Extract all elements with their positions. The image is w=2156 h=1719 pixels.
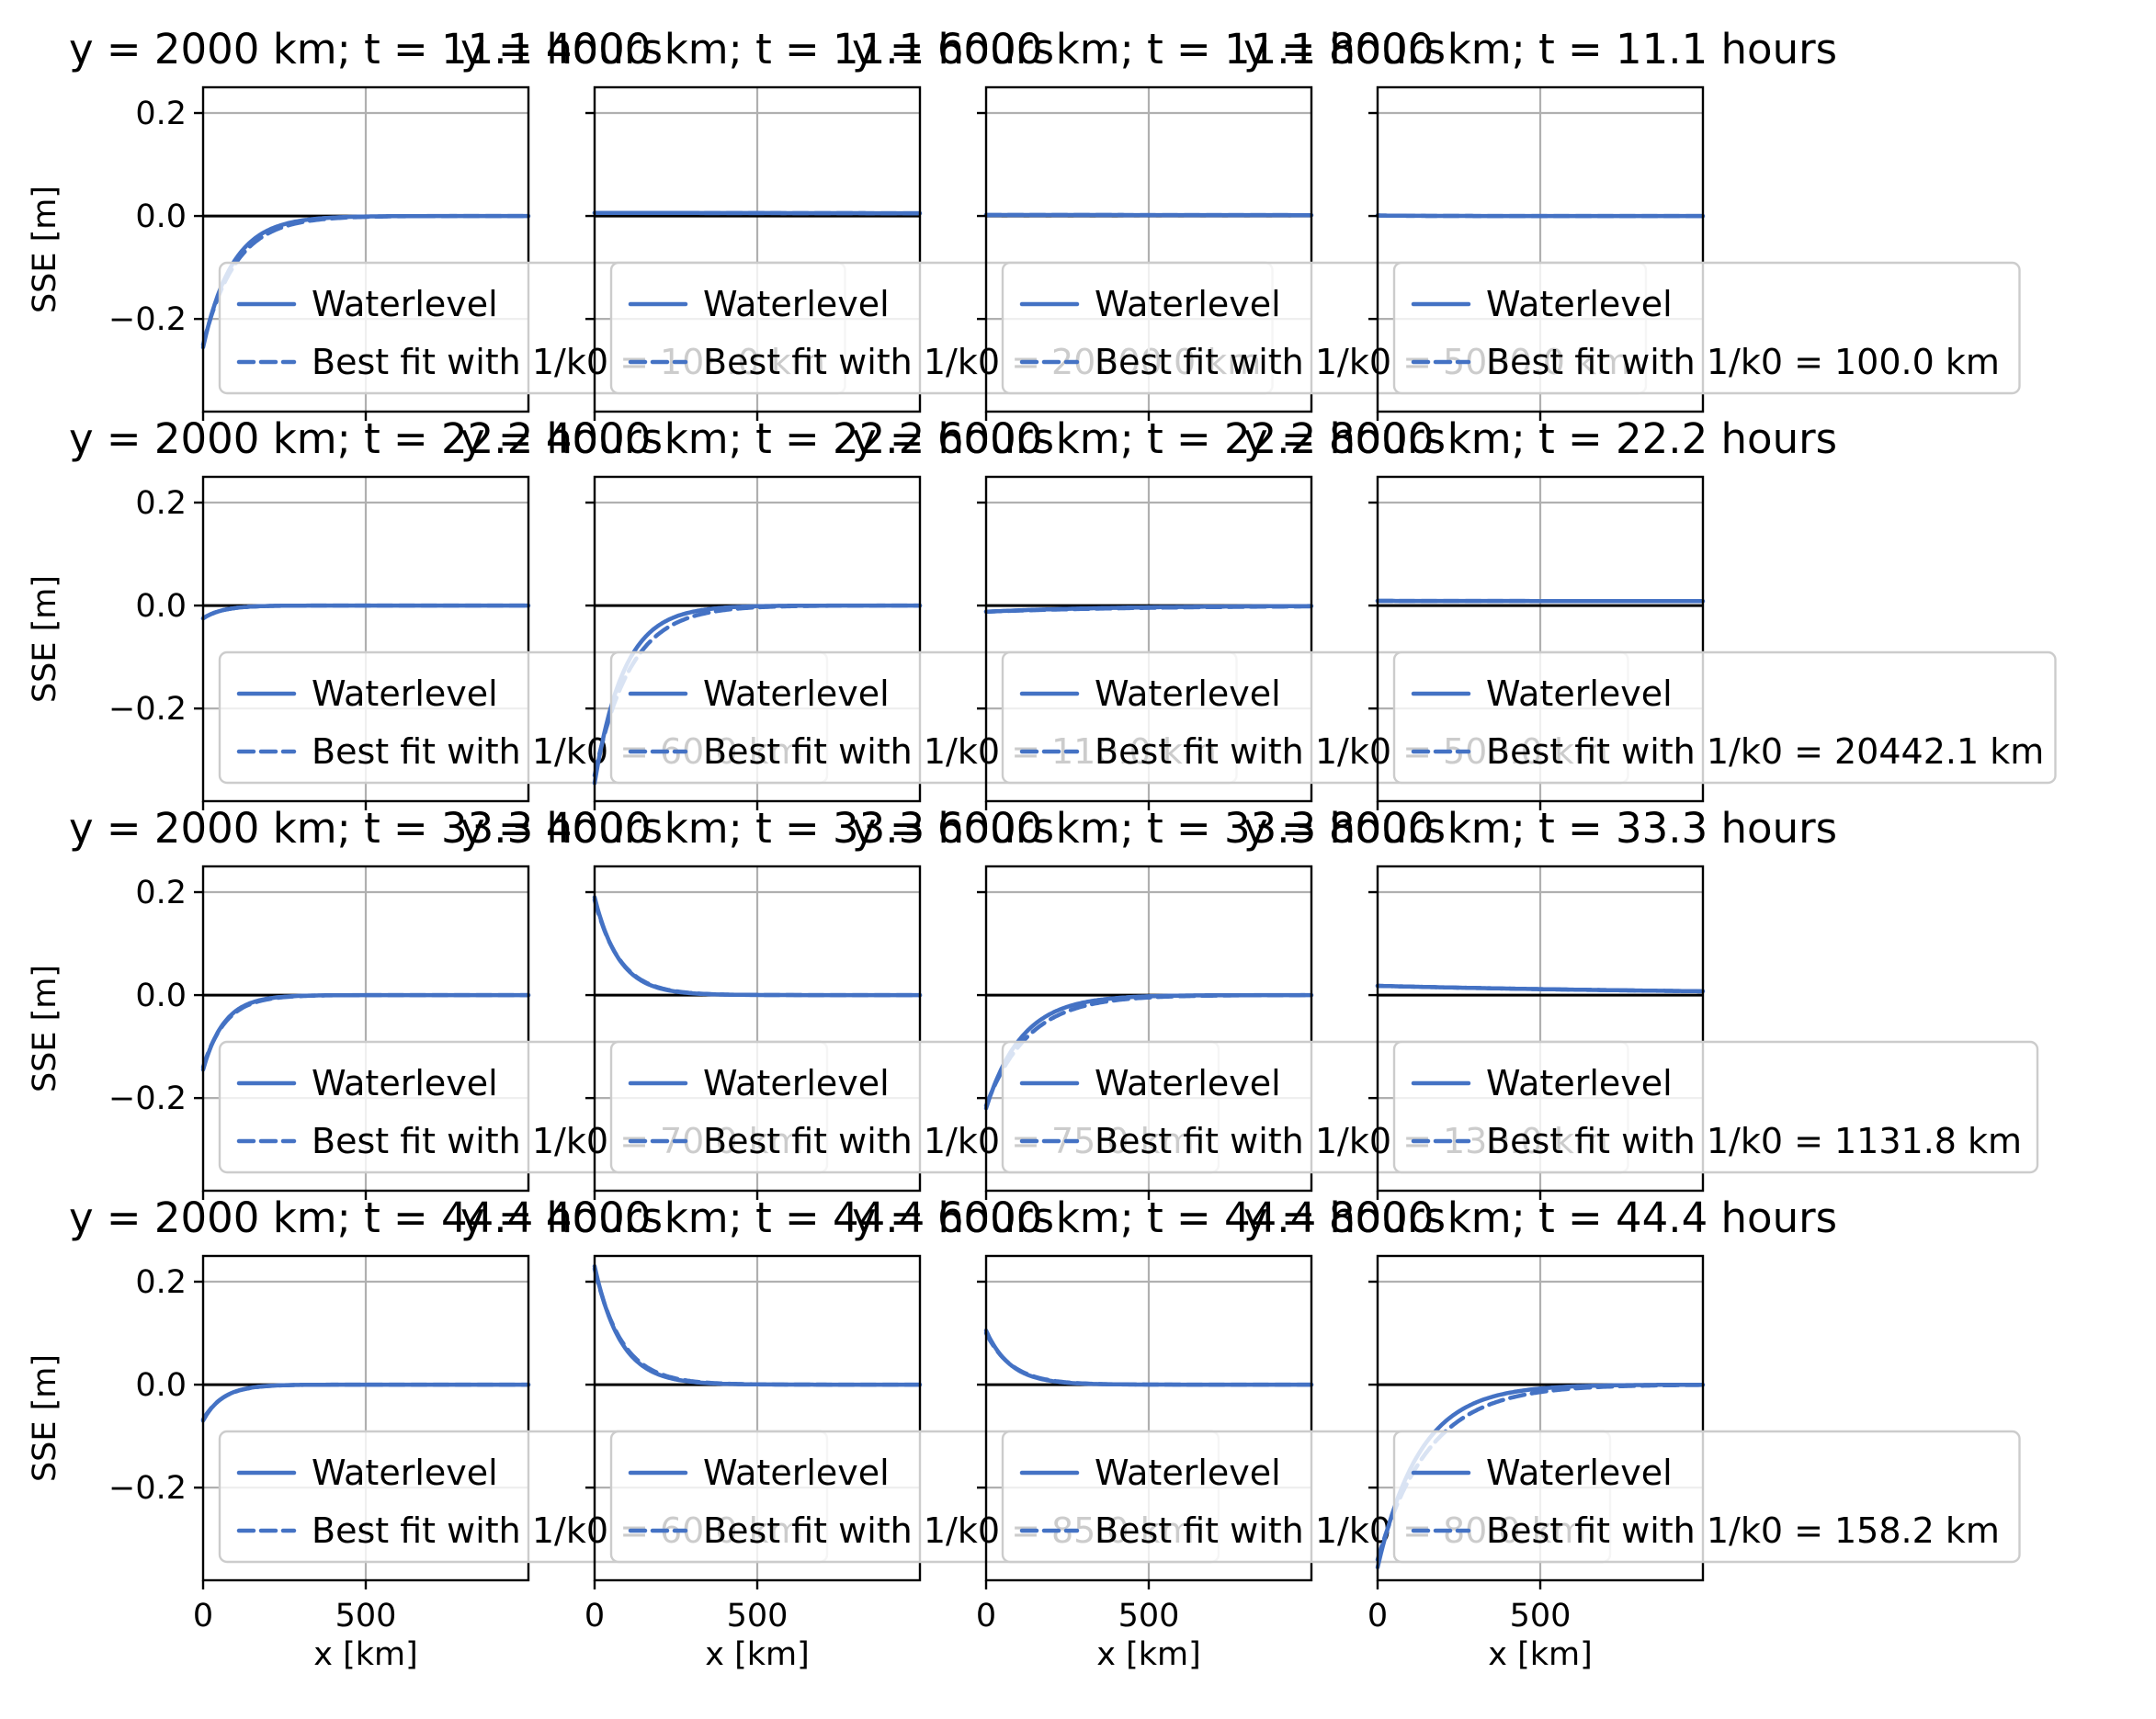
legend-label-waterlevel: Waterlevel xyxy=(703,673,890,714)
subplot-title: y = 8000 km; t = 11.1 hours xyxy=(1243,25,1837,74)
y-tick-label: 0.2 xyxy=(135,875,187,911)
best-fit-line xyxy=(200,992,531,1069)
x-tick-label: 0 xyxy=(193,1598,213,1634)
legend-label-waterlevel: Waterlevel xyxy=(1486,1453,1673,1493)
y-tick-label: 0.0 xyxy=(135,588,187,625)
legend-label-waterlevel: Waterlevel xyxy=(312,284,498,324)
best-fit-line xyxy=(200,603,531,621)
subplot-title: y = 8000 km; t = 22.2 hours xyxy=(1243,414,1837,463)
y-tick-label: −0.2 xyxy=(108,691,187,728)
legend-label-fit: Best fit with 1/k0 = 20442.1 km xyxy=(1486,731,2044,772)
waterlevel-line xyxy=(592,603,923,786)
y-axis-label: SSE [m] xyxy=(27,186,63,313)
best-fit-line xyxy=(592,603,923,778)
best-fit-line xyxy=(983,604,1314,615)
y-tick-label: 0.0 xyxy=(135,198,187,235)
subplot-title: y = 6000 km; t = 11.1 hours xyxy=(852,25,1446,74)
legend-label-fit: Best fit with 1/k0 = 100.0 km xyxy=(1486,342,2000,382)
best-fit-line xyxy=(592,1266,923,1387)
x-axis-label: x [km] xyxy=(313,1636,418,1673)
subplot-title: y = 4000 km; t = 11.1 hours xyxy=(460,25,1054,74)
legend-box xyxy=(1392,261,2021,395)
y-tick-label: 0.0 xyxy=(135,978,187,1014)
best-fit-line xyxy=(1375,1383,1706,1562)
subplot-title: y = 6000 km; t = 22.2 hours xyxy=(852,414,1446,463)
legend-label-waterlevel: Waterlevel xyxy=(1095,1063,1281,1103)
legend-box xyxy=(1392,1040,2039,1174)
legend-label-fit: Best fit with 1/k0 = 1131.8 km xyxy=(1486,1121,2022,1161)
subplot-title: y = 4000 km; t = 33.3 hours xyxy=(460,804,1054,853)
y-tick-label: −0.2 xyxy=(108,1470,187,1507)
legend: Waterlevel Best fit with 1/k0 = 1131.8 km xyxy=(1392,1040,2039,1174)
subplot-9: 0.2 0.0 −0.2 SSE [m] y = 2000 km; t = 33.3 h… xyxy=(27,804,663,1200)
x-tick-label: 0 xyxy=(584,1598,605,1634)
legend-label-waterlevel: Waterlevel xyxy=(312,1453,498,1493)
y-tick-label: 0.2 xyxy=(135,485,187,522)
x-tick-label: 500 xyxy=(1118,1598,1180,1634)
legend-label-waterlevel: Waterlevel xyxy=(312,1063,498,1103)
y-tick-label: 0.2 xyxy=(135,1264,187,1301)
best-fit-line xyxy=(200,1382,531,1422)
best-fit-line xyxy=(200,213,531,347)
x-tick-label: 500 xyxy=(727,1598,789,1634)
y-tick-label: 0.0 xyxy=(135,1367,187,1404)
subplot-1: 0.2 0.0 −0.2 SSE [m] y = 2000 km; t = 11.1 h… xyxy=(27,25,663,421)
subplot-7: y = 6000 km; t = 22.2 hours xyxy=(852,414,1446,810)
subplot-title: y = 6000 km; t = 44.4 hours xyxy=(852,1193,1446,1242)
x-axis-label: x [km] xyxy=(705,1636,810,1673)
best-fit-line xyxy=(983,992,1314,1108)
legend-box xyxy=(1392,650,2057,785)
y-axis-label: SSE [m] xyxy=(27,1354,63,1482)
legend: Waterlevel Best fit with 1/k0 = 100.0 km xyxy=(1392,261,2021,395)
subplot-8: y = 8000 km; t = 22.2 hours xyxy=(1243,414,1837,810)
subplot-title: y = 8000 km; t = 44.4 hours xyxy=(1243,1193,1837,1242)
subplot-title: y = 6000 km; t = 33.3 hours xyxy=(852,804,1446,853)
x-tick-label: 0 xyxy=(976,1598,996,1634)
y-axis-label: SSE [m] xyxy=(27,965,63,1092)
best-fit-line xyxy=(1375,213,1706,219)
y-tick-label: −0.2 xyxy=(108,301,187,338)
legend-label-fit: Best fit with 1/k0 = 158.2 km xyxy=(1486,1510,2000,1551)
subplot-title: y = 2000 km; t = 11.1 hours xyxy=(69,25,663,74)
legend-label-waterlevel: Waterlevel xyxy=(1095,284,1281,324)
legend-label-waterlevel: Waterlevel xyxy=(1486,673,1673,714)
y-tick-label: −0.2 xyxy=(108,1080,187,1117)
x-axis-label: x [km] xyxy=(1488,1636,1593,1673)
subplot-title: y = 2000 km; t = 33.3 hours xyxy=(69,804,663,853)
legend-label-waterlevel: Waterlevel xyxy=(1486,1063,1673,1103)
legend-label-waterlevel: Waterlevel xyxy=(1095,673,1281,714)
legend-box xyxy=(1392,1430,2021,1564)
subplot-title: y = 2000 km; t = 22.2 hours xyxy=(69,414,663,463)
subplot-title: y = 4000 km; t = 44.4 hours xyxy=(460,1193,1054,1242)
legend: Waterlevel Best fit with 1/k0 = 158.2 km xyxy=(1392,1430,2021,1564)
x-tick-label: 500 xyxy=(335,1598,397,1634)
subplot-2: y = 4000 km; t = 11.1 hours xyxy=(460,25,1054,421)
subplot-title: y = 4000 km; t = 22.2 hours xyxy=(460,414,1054,463)
legend-label-waterlevel: Waterlevel xyxy=(312,673,498,714)
best-fit-line xyxy=(592,898,923,998)
subplot-title: y = 2000 km; t = 44.4 hours xyxy=(69,1193,663,1242)
legend-label-waterlevel: Waterlevel xyxy=(703,1063,890,1103)
legend-label-waterlevel: Waterlevel xyxy=(703,284,890,324)
x-tick-label: 0 xyxy=(1367,1598,1388,1634)
subplot-title: y = 8000 km; t = 33.3 hours xyxy=(1243,804,1837,853)
legend: Waterlevel Best fit with 1/k0 = 20442.1 k… xyxy=(1392,650,2057,785)
best-fit-line xyxy=(983,1330,1314,1387)
y-axis-label: SSE [m] xyxy=(27,575,63,703)
subplot-12: y = 8000 km; t = 33.3 hours xyxy=(1243,804,1837,1200)
x-tick-label: 500 xyxy=(1510,1598,1572,1634)
best-fit-line xyxy=(1375,983,1706,994)
subplot-6: y = 4000 km; t = 22.2 hours xyxy=(460,414,1054,810)
y-tick-label: 0.2 xyxy=(135,96,187,132)
legend-label-waterlevel: Waterlevel xyxy=(1095,1453,1281,1493)
legend-label-waterlevel: Waterlevel xyxy=(1486,284,1673,324)
x-axis-label: x [km] xyxy=(1096,1636,1201,1673)
legend-label-waterlevel: Waterlevel xyxy=(703,1453,890,1493)
